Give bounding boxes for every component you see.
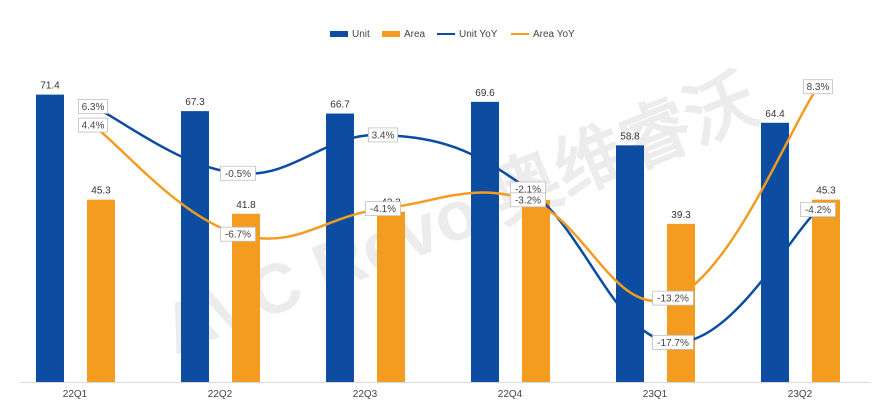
legend-swatch (330, 31, 348, 37)
yoy-label-box (78, 117, 109, 133)
yoy-label-text: -3.2% (515, 195, 541, 206)
yoy-label-box (220, 165, 256, 181)
bar-value-label: 45.3 (91, 186, 111, 197)
yoy-label-box (803, 79, 834, 95)
legend-label: Area YoY (533, 29, 575, 40)
x-tick-label: 22Q1 (63, 389, 88, 400)
yoy-label-box (510, 192, 546, 208)
bar-area (87, 199, 115, 382)
bar-value-label: 64.4 (765, 109, 785, 120)
bar-area (232, 213, 260, 382)
yoy-label-text: 3.4% (372, 130, 395, 141)
yoy-label-box (652, 334, 694, 350)
bar-value-label: 69.6 (475, 88, 495, 99)
yoy-label-box (220, 226, 256, 242)
bar-value-label: 58.8 (620, 131, 640, 142)
yoy-label-unit-yoy: -17.7% (652, 334, 694, 350)
bar-unit (36, 94, 64, 383)
yoy-label-box (365, 201, 401, 217)
bar-value-label: 41.8 (236, 200, 256, 211)
yoy-label-text: -17.7% (657, 338, 689, 349)
legend: Unit Area Unit YoY Area YoY (330, 29, 575, 40)
bar-value-label: 66.7 (330, 100, 350, 111)
yoy-label-area-yoy: 4.4% (78, 117, 109, 133)
yoy-label-text: -2.1% (515, 184, 541, 195)
yoy-label-text: -13.2% (657, 294, 689, 305)
bar-area (522, 200, 550, 382)
bar-unit (326, 113, 354, 382)
x-tick-label: 22Q3 (353, 389, 378, 400)
legend-swatch (382, 31, 400, 37)
yoy-label-unit-yoy: 3.4% (367, 127, 398, 143)
yoy-label-unit-yoy: -0.5% (220, 165, 256, 181)
yoy-label-text: 6.3% (82, 102, 105, 113)
bar-value-label: 39.3 (671, 210, 691, 221)
yoy-label-area-yoy: -6.7% (220, 226, 256, 242)
yoy-data-labels: 6.3% -0.5% 3.4% -2.1% -17.7% -4.2% 4.4% -6.7% -4… (78, 79, 836, 350)
bar-value-label: 45.3 (816, 186, 836, 197)
yoy-label-box (367, 127, 398, 143)
yoy-label-area-yoy: -3.2% (510, 192, 546, 208)
x-tick-label: 22Q4 (498, 389, 523, 400)
bar-area (812, 199, 840, 382)
bar-unit (471, 101, 499, 383)
bar-value-label: 67.3 (185, 97, 205, 108)
yoy-label-area-yoy: -4.1% (365, 201, 401, 217)
yoy-label-area-yoy: 8.3% (803, 79, 834, 95)
x-tick-label: 23Q1 (643, 389, 668, 400)
bar-area (377, 211, 405, 382)
x-tick-label: 23Q2 (788, 389, 813, 400)
yoy-label-text: -6.7% (225, 230, 251, 241)
yoy-label-box (652, 290, 694, 306)
yoy-label-text: 4.4% (82, 121, 105, 132)
yoy-label-box (78, 98, 109, 114)
legend-item-area: Area (382, 29, 426, 40)
yoy-label-box (800, 202, 836, 218)
yoy-label-text: 8.3% (807, 82, 830, 93)
yoy-label-text: -0.5% (225, 169, 251, 180)
legend-label: Area (404, 29, 426, 40)
yoy-label-unit-yoy: -4.2% (800, 202, 836, 218)
legend-item-unit: Unit (330, 29, 370, 40)
legend-item-area-yoy: Area YoY (511, 29, 575, 40)
bar-value-label: 71.4 (40, 81, 60, 92)
legend-label: Unit YoY (459, 29, 498, 40)
bar-unit (616, 145, 644, 382)
x-tick-label: 22Q2 (208, 389, 233, 400)
yoy-label-area-yoy: -13.2% (652, 290, 694, 306)
legend-label: Unit (352, 29, 370, 40)
yoy-label-text: -4.1% (370, 204, 396, 215)
yoy-label-unit-yoy: 6.3% (78, 98, 109, 114)
bar-unit (181, 111, 209, 383)
yoy-label-text: -4.2% (805, 205, 831, 216)
x-axis: 22Q1 22Q2 22Q3 22Q4 23Q1 23Q2 (20, 382, 871, 400)
legend-item-unit-yoy: Unit YoY (437, 29, 498, 40)
bars-layer (36, 94, 840, 383)
